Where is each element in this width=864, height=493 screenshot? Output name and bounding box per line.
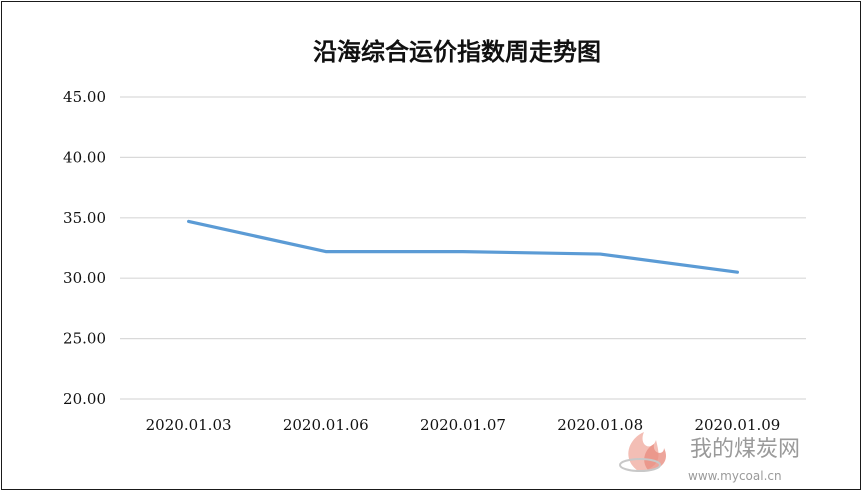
y-axis-ticks: 45.00 40.00 35.00 30.00 25.00 20.00 [63, 88, 106, 408]
series-layer [187, 219, 740, 274]
gridlines [120, 96, 806, 400]
x-tick-label: 2020.01.09 [694, 416, 780, 434]
x-tick-label: 2020.01.07 [420, 416, 506, 434]
x-tick-label: 2020.01.06 [283, 416, 369, 434]
y-tick-label: 40.00 [63, 148, 106, 166]
y-tick-label: 30.00 [63, 269, 106, 287]
series-line [187, 219, 740, 274]
y-tick-label: 45.00 [63, 88, 106, 106]
x-tick-label: 2020.01.08 [557, 416, 643, 434]
flame-logo-icon [619, 432, 667, 472]
y-tick-label: 25.00 [63, 330, 106, 348]
y-tick-label: 20.00 [63, 390, 106, 408]
watermark: 我的煤炭网 www.mycoal.cn [619, 432, 800, 483]
chart-title: 沿海综合运价指数周走势图 [313, 37, 601, 66]
y-tick-label: 35.00 [63, 209, 106, 227]
x-tick-label: 2020.01.03 [146, 416, 232, 434]
x-axis-ticks: 2020.01.03 2020.01.06 2020.01.07 2020.01.08… [146, 416, 781, 434]
watermark-text: 我的煤炭网 [690, 437, 800, 462]
watermark-url: www.mycoal.cn [688, 469, 782, 483]
